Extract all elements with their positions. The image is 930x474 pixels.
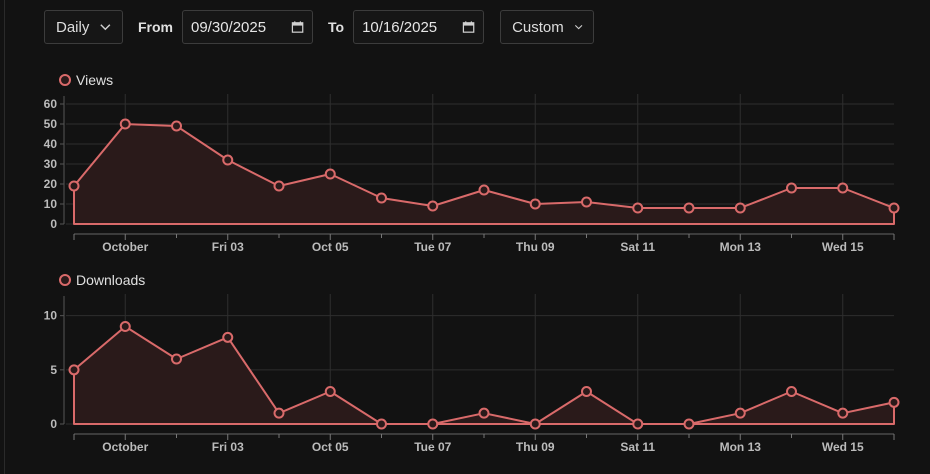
from-date-input[interactable]: 09/30/2025: [182, 10, 313, 44]
downloads-data-point[interactable]: [273, 407, 285, 419]
left-divider: [4, 0, 5, 474]
interval-select-value: Daily: [56, 18, 90, 36]
views-data-point[interactable]: [427, 200, 439, 212]
views-x-axis: October Fri 03 Oct 05 Tue 07 Thu 09 Sat 11 Mon…: [73, 233, 895, 254]
downloads-data-point[interactable]: [888, 396, 900, 408]
views-y-tick-label: 40: [44, 137, 58, 151]
views-data-point[interactable]: [683, 202, 695, 214]
downloads-data-point[interactable]: [786, 386, 797, 397]
downloads-data-point[interactable]: [324, 386, 336, 397]
views-data-point[interactable]: [734, 202, 746, 214]
views-data-points: [68, 118, 900, 214]
to-date-input[interactable]: 10/16/2025: [353, 10, 485, 44]
views-legend[interactable]: Views: [59, 72, 113, 88]
views-y-tick-label: 30: [44, 157, 58, 171]
calendar-icon: [462, 21, 475, 33]
downloads-data-point[interactable]: [171, 353, 182, 365]
views-data-point[interactable]: [222, 154, 234, 166]
downloads-data-point[interactable]: [376, 418, 387, 430]
downloads-data-point[interactable]: [478, 407, 490, 419]
views-x-tick-label: October: [102, 240, 148, 254]
views-x-tick-label: Fri 03: [212, 240, 244, 254]
downloads-data-point[interactable]: [683, 418, 695, 430]
views-data-point[interactable]: [171, 120, 182, 132]
chevron-down-icon: [574, 24, 583, 30]
downloads-x-tick-label: Thu 09: [516, 440, 555, 454]
views-x-tick-label: Oct 05: [312, 240, 349, 254]
downloads-data-point[interactable]: [581, 386, 592, 397]
downloads-x-tick-label: Sat 11: [620, 440, 655, 454]
to-label: To: [328, 19, 345, 35]
downloads-x-tick-label: Fri 03: [212, 440, 244, 454]
downloads-x-axis: October Fri 03 Oct 05 Tue 07 Thu 09 Sat 11 Mon…: [73, 433, 895, 454]
views-x-tick-label: Thu 09: [516, 240, 555, 254]
downloads-y-tick-label: 5: [50, 363, 57, 377]
views-x-tick-label: Wed 15: [822, 240, 864, 254]
downloads-chart: 0 5 10 October Fri 03 Oct 05 Tue 07 Thu 09 Sat 1…: [44, 294, 900, 454]
range-preset-select[interactable]: Custom: [500, 10, 595, 44]
views-data-point[interactable]: [68, 180, 80, 192]
views-data-point[interactable]: [376, 192, 387, 204]
views-legend-marker: [59, 74, 71, 86]
calendar-icon: [291, 21, 304, 33]
views-data-point[interactable]: [529, 198, 541, 210]
views-x-tick-label: Mon 13: [720, 240, 762, 254]
views-series-area: [73, 123, 895, 225]
downloads-y-axis: 0 5 10: [44, 296, 65, 431]
downloads-series-area: [73, 325, 895, 425]
views-x-tick-label: Tue 07: [414, 240, 451, 254]
range-preset-value: Custom: [512, 18, 564, 36]
downloads-y-tick-label: 0: [50, 417, 57, 431]
downloads-x-tick-label: Mon 13: [720, 440, 762, 454]
views-y-tick-label: 60: [44, 97, 58, 111]
views-y-axis: 0 10 20 30 40 50 60: [44, 96, 65, 231]
downloads-data-point[interactable]: [837, 407, 849, 419]
views-data-point[interactable]: [324, 168, 336, 180]
views-data-point[interactable]: [119, 118, 131, 130]
views-data-point[interactable]: [273, 180, 285, 192]
views-y-tick-label: 10: [44, 197, 58, 211]
downloads-data-point[interactable]: [427, 418, 439, 430]
from-label: From: [138, 19, 173, 35]
downloads-data-point[interactable]: [734, 407, 746, 419]
downloads-data-point[interactable]: [632, 418, 644, 430]
downloads-legend-label: Downloads: [76, 272, 146, 288]
views-data-point[interactable]: [786, 182, 797, 194]
views-y-tick-label: 20: [44, 177, 58, 191]
from-date-value: 09/30/2025: [191, 18, 267, 36]
downloads-data-point[interactable]: [119, 321, 131, 332]
downloads-y-tick-label: 10: [44, 309, 58, 323]
chevron-down-icon: [100, 24, 111, 31]
downloads-x-tick-label: Tue 07: [414, 440, 451, 454]
downloads-x-tick-label: Wed 15: [822, 440, 864, 454]
downloads-data-point[interactable]: [529, 418, 541, 430]
views-data-point[interactable]: [837, 182, 849, 194]
views-data-point[interactable]: [888, 202, 900, 214]
downloads-legend[interactable]: Downloads: [59, 272, 145, 288]
views-y-tick-label: 50: [44, 117, 58, 131]
views-legend-label: Views: [76, 72, 114, 88]
downloads-x-tick-label: Oct 05: [312, 440, 349, 454]
to-date-value: 10/16/2025: [362, 18, 438, 36]
downloads-legend-marker: [59, 274, 71, 286]
views-data-point[interactable]: [632, 202, 644, 214]
date-range-toolbar: Daily From 09/30/2025 To 10/16/2025: [44, 10, 595, 44]
downloads-x-tick-label: October: [102, 440, 148, 454]
downloads-data-point[interactable]: [222, 331, 234, 343]
interval-select[interactable]: Daily: [44, 10, 123, 44]
views-y-tick-label: 0: [50, 217, 57, 231]
views-x-tick-label: Sat 11: [620, 240, 655, 254]
views-data-point[interactable]: [581, 196, 592, 208]
downloads-data-points: [68, 321, 900, 430]
views-chart: 0 10 20 30 40 50 60 October Fri 03 Oct 05 Tue 07 Th…: [44, 94, 900, 254]
views-data-point[interactable]: [478, 184, 490, 196]
downloads-data-point[interactable]: [68, 364, 80, 376]
